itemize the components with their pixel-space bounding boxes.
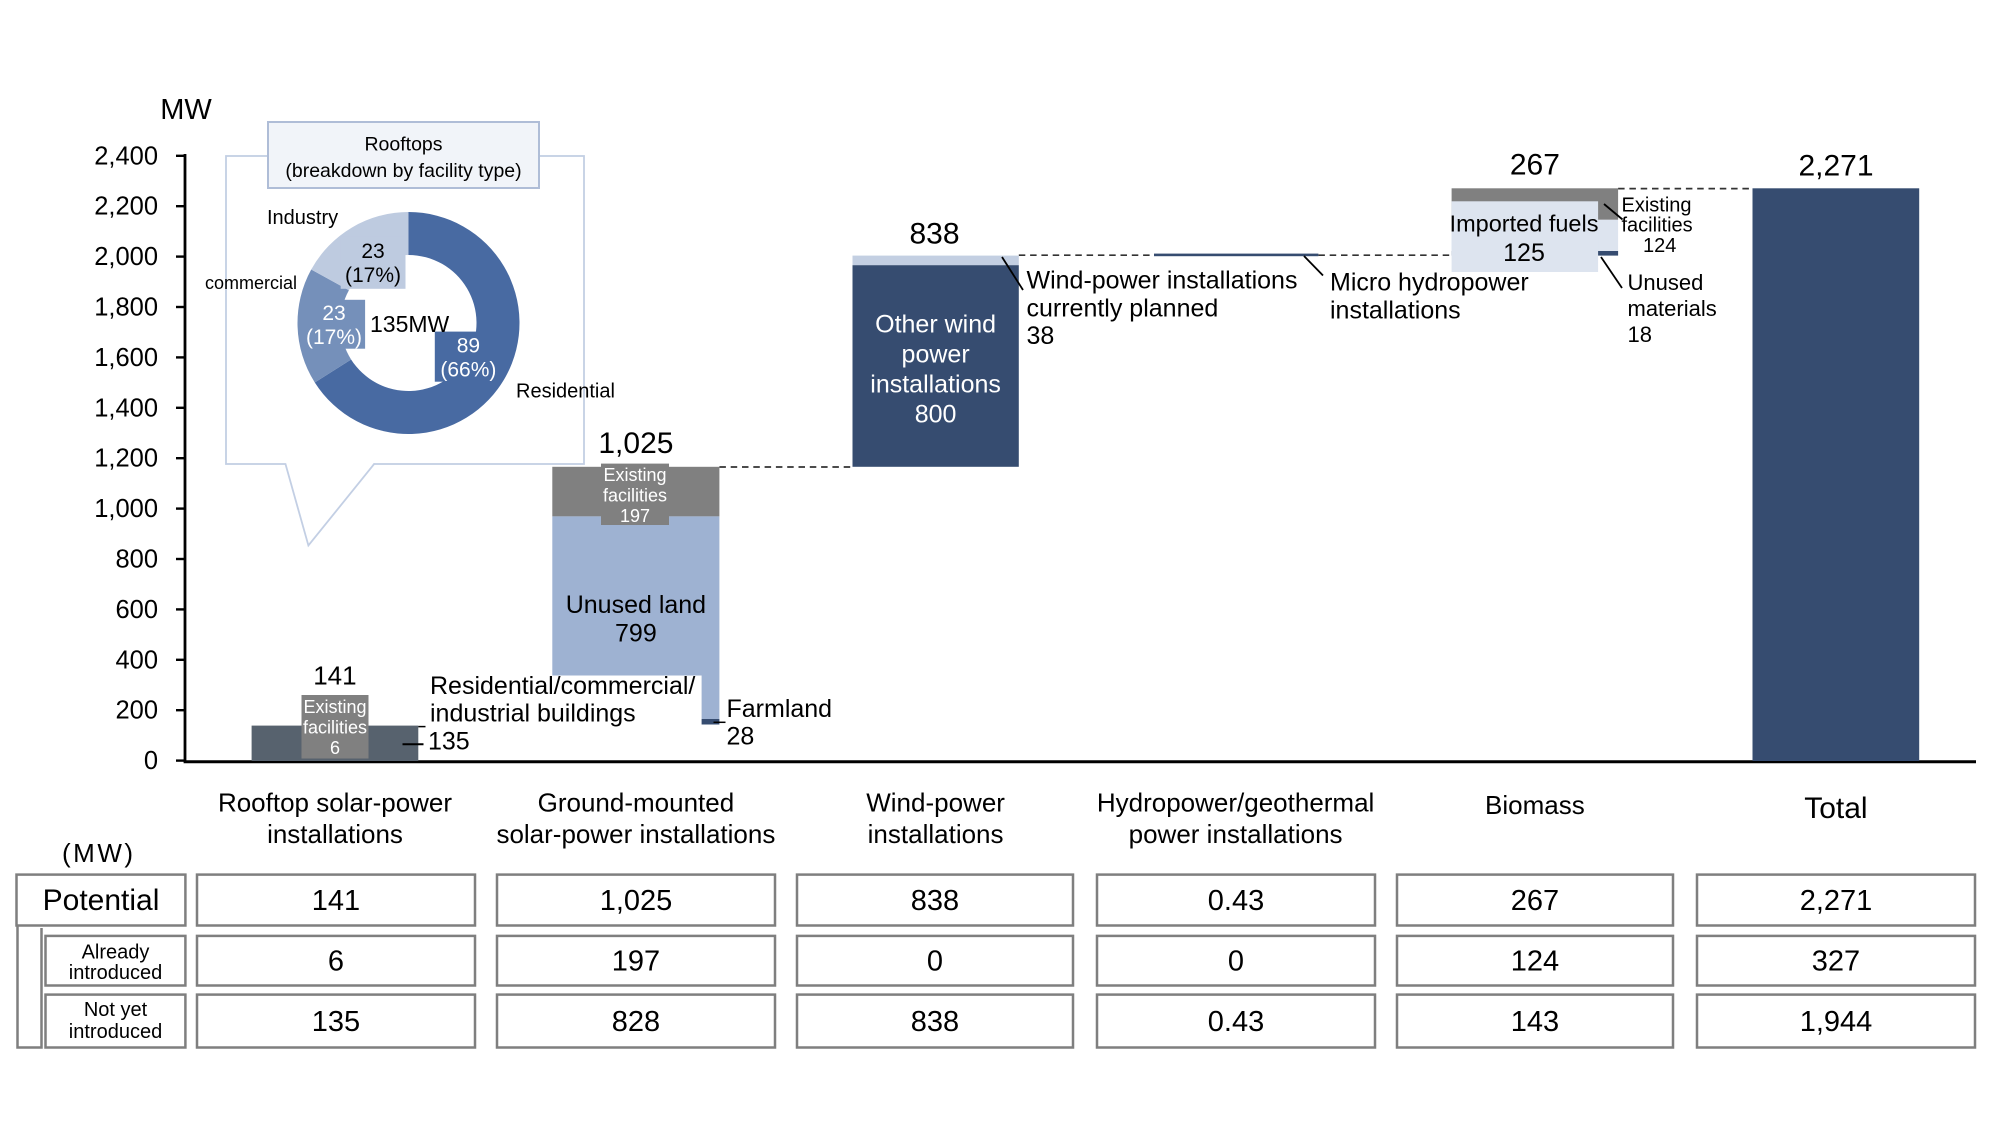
svg-text:installations: installations (1330, 296, 1461, 324)
svg-text:commercial: commercial (205, 273, 297, 293)
svg-text:838: 838 (911, 885, 959, 917)
svg-text:MW: MW (160, 94, 212, 126)
svg-text:Residential/commercial/: Residential/commercial/ (430, 672, 695, 700)
svg-text:0.43: 0.43 (1208, 1006, 1264, 1038)
svg-text:135: 135 (428, 727, 470, 755)
svg-text:(MW): (MW) (62, 838, 136, 868)
svg-text:industrial buildings: industrial buildings (430, 700, 636, 728)
svg-text:facilities: facilities (303, 718, 367, 738)
svg-text:0: 0 (927, 946, 943, 978)
svg-text:1,600: 1,600 (94, 344, 158, 372)
svg-text:125: 125 (1503, 239, 1545, 267)
svg-text:197: 197 (612, 946, 660, 978)
svg-text:600: 600 (115, 596, 158, 624)
svg-text:Micro hydropower: Micro hydropower (1330, 269, 1529, 297)
svg-text:(17%): (17%) (306, 326, 362, 349)
svg-text:18: 18 (1628, 322, 1652, 347)
svg-text:124: 124 (1511, 946, 1559, 978)
svg-text:0: 0 (144, 747, 158, 775)
svg-text:Rooftops: Rooftops (364, 134, 442, 156)
svg-text:200: 200 (115, 697, 158, 725)
svg-text:Biomass: Biomass (1485, 790, 1585, 820)
svg-text:1,800: 1,800 (94, 294, 158, 322)
svg-text:1,000: 1,000 (94, 495, 158, 523)
svg-text:Residential: Residential (516, 381, 615, 403)
svg-text:38: 38 (1027, 322, 1055, 350)
svg-text:838: 838 (909, 218, 959, 251)
svg-text:installations: installations (870, 371, 1001, 399)
svg-text:(breakdown by facility type): (breakdown by facility type) (285, 160, 521, 182)
svg-text:(66%): (66%) (440, 359, 496, 382)
svg-text:838: 838 (911, 1006, 959, 1038)
svg-text:Unused: Unused (1628, 270, 1704, 295)
svg-text:currently planned: currently planned (1027, 294, 1219, 322)
svg-text:power: power (902, 341, 970, 369)
svg-text:23: 23 (322, 302, 345, 325)
svg-text:28: 28 (727, 723, 755, 751)
svg-text:2,000: 2,000 (94, 243, 158, 271)
svg-text:Wind-power installations: Wind-power installations (1027, 267, 1298, 295)
svg-text:Existing: Existing (303, 697, 366, 717)
svg-text:Imported fuels: Imported fuels (1450, 210, 1599, 236)
svg-text:materials: materials (1628, 296, 1717, 321)
svg-text:6: 6 (330, 738, 340, 758)
svg-text:400: 400 (115, 646, 158, 674)
svg-text:introduced: introduced (69, 962, 162, 984)
svg-text:267: 267 (1510, 149, 1560, 182)
svg-text:135: 135 (312, 1006, 360, 1038)
svg-text:135MW: 135MW (370, 311, 450, 337)
svg-text:facilities: facilities (603, 486, 667, 506)
svg-text:facilities: facilities (1622, 214, 1693, 236)
svg-text:installations: installations (267, 819, 403, 849)
svg-text:1,400: 1,400 (94, 394, 158, 422)
svg-text:(17%): (17%) (345, 264, 401, 287)
svg-text:Already: Already (82, 942, 150, 964)
svg-text:2,271: 2,271 (1800, 885, 1873, 917)
svg-text:Potential: Potential (43, 884, 160, 917)
svg-text:800: 800 (915, 401, 957, 429)
svg-text:141: 141 (312, 885, 360, 917)
svg-text:Total: Total (1804, 792, 1867, 825)
svg-text:143: 143 (1511, 1006, 1559, 1038)
svg-text:Ground-mounted: Ground-mounted (538, 788, 735, 818)
svg-text:6: 6 (328, 946, 344, 978)
svg-text:799: 799 (615, 620, 657, 648)
svg-text:23: 23 (361, 240, 384, 263)
svg-text:Industry: Industry (267, 207, 338, 229)
svg-text:Existing: Existing (603, 465, 666, 485)
svg-text:89: 89 (457, 335, 480, 358)
svg-text:2,400: 2,400 (94, 142, 158, 170)
svg-text:141: 141 (313, 661, 356, 691)
svg-text:power installations: power installations (1129, 819, 1343, 849)
svg-text:0: 0 (1228, 946, 1244, 978)
svg-text:327: 327 (1812, 946, 1860, 978)
svg-text:Other wind: Other wind (875, 311, 996, 339)
svg-text:800: 800 (115, 546, 158, 574)
svg-text:0.43: 0.43 (1208, 885, 1264, 917)
svg-text:Hydropower/geothermal: Hydropower/geothermal (1097, 788, 1374, 818)
svg-text:Wind-power: Wind-power (866, 788, 1005, 818)
svg-text:267: 267 (1511, 885, 1559, 917)
svg-text:197: 197 (620, 506, 650, 526)
svg-text:1,025: 1,025 (598, 427, 673, 460)
svg-text:1,944: 1,944 (1800, 1006, 1873, 1038)
svg-text:1,025: 1,025 (600, 885, 673, 917)
svg-text:solar-power installations: solar-power installations (496, 819, 775, 849)
svg-text:124: 124 (1643, 235, 1676, 257)
svg-text:Unused land: Unused land (566, 591, 706, 619)
svg-text:2,271: 2,271 (1798, 150, 1873, 183)
svg-text:Rooftop solar-power: Rooftop solar-power (218, 788, 452, 818)
svg-text:2,200: 2,200 (94, 193, 158, 221)
svg-text:Existing: Existing (1622, 194, 1692, 216)
svg-text:1,200: 1,200 (94, 445, 158, 473)
svg-text:installations: installations (868, 819, 1004, 849)
svg-text:Not yet: Not yet (84, 999, 148, 1021)
svg-text:828: 828 (612, 1006, 660, 1038)
svg-text:Farmland: Farmland (727, 695, 833, 723)
svg-text:introduced: introduced (69, 1021, 162, 1043)
